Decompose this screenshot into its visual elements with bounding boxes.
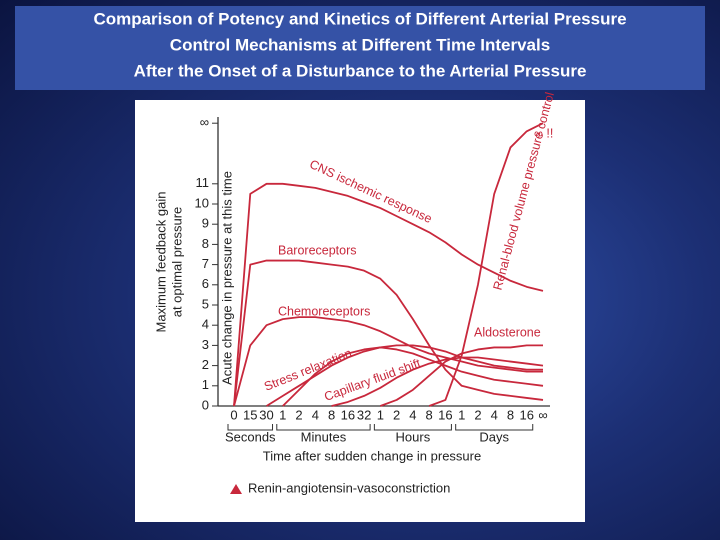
group-bracket [227, 424, 274, 431]
x-tick-label: 16 [341, 407, 355, 422]
y-label: at optimal pressure [169, 207, 184, 318]
curve [233, 259, 544, 407]
x-tick-label: 4 [409, 407, 416, 422]
x-tick-label: 16 [520, 407, 534, 422]
x-tick-label: 2 [295, 407, 302, 422]
x-tick-label: 4 [491, 407, 498, 422]
x-tick-label: 15 [243, 407, 257, 422]
x-group-label: Minutes [301, 429, 347, 444]
x-tick-label: 1 [279, 407, 286, 422]
title: After the Onset of a Disturbance to the … [134, 61, 587, 80]
x-tick-label: 8 [328, 407, 335, 422]
curve [233, 182, 544, 407]
x-group-label: Seconds [225, 429, 276, 444]
x-tick-label: ∞ [538, 407, 547, 422]
legend-label: Renin-angiotensin-vasoconstriction [248, 480, 450, 495]
y-tick-label: 7 [202, 256, 209, 271]
x-group-label: Days [479, 429, 509, 444]
x-tick-label: 2 [474, 407, 481, 422]
x-tick-label: 16 [438, 407, 452, 422]
curve-label: Chemoreceptors [278, 304, 370, 318]
y-tick-label: 0 [202, 397, 209, 412]
y-tick-label: 5 [202, 296, 209, 311]
curve [233, 316, 543, 407]
curve-label: Aldosterone [474, 325, 541, 339]
y2-label: Acute change in pressure at this time [219, 171, 234, 385]
curve [428, 122, 544, 407]
y-label: Maximum feedback gain [153, 192, 168, 333]
x-tick-label: 0 [230, 407, 237, 422]
y-tick-label: 9 [202, 216, 209, 231]
title: Control Mechanisms at Different Time Int… [170, 35, 550, 54]
x-tick-label: 1 [377, 407, 384, 422]
curve [331, 356, 544, 407]
x-tick-label: 4 [312, 407, 319, 422]
curve [282, 346, 544, 407]
x-tick-label: 30 [259, 407, 273, 422]
legend-marker [230, 484, 242, 494]
y-tick-label: 4 [202, 317, 209, 332]
y-tick-label: 10 [195, 195, 209, 210]
x-label: Time after sudden change in pressure [263, 448, 481, 463]
x-tick-label: 8 [507, 407, 514, 422]
title: Comparison of Potency and Kinetics of Di… [93, 9, 626, 28]
curve-label: Baroreceptors [278, 243, 357, 257]
x-tick-label: 1 [458, 407, 465, 422]
y-tick-label: 8 [202, 236, 209, 251]
y-tick-label: ∞ [200, 115, 209, 130]
y-tick-label: 11 [196, 175, 210, 190]
group-bracket [373, 424, 452, 431]
group-bracket [455, 424, 534, 431]
group-bracket [276, 424, 371, 431]
y-tick-label: 6 [202, 276, 209, 291]
y-tick-label: 3 [202, 337, 209, 352]
x-tick-label: 32 [357, 407, 371, 422]
annotation: ∞ !! [534, 126, 553, 140]
y-tick-label: 1 [202, 377, 209, 392]
x-tick-label: 2 [393, 407, 400, 422]
title-bar [15, 6, 705, 90]
chart-panel [135, 100, 585, 522]
x-tick-label: 8 [426, 407, 433, 422]
x-group-label: Hours [396, 429, 431, 444]
y-tick-label: 2 [202, 357, 209, 372]
